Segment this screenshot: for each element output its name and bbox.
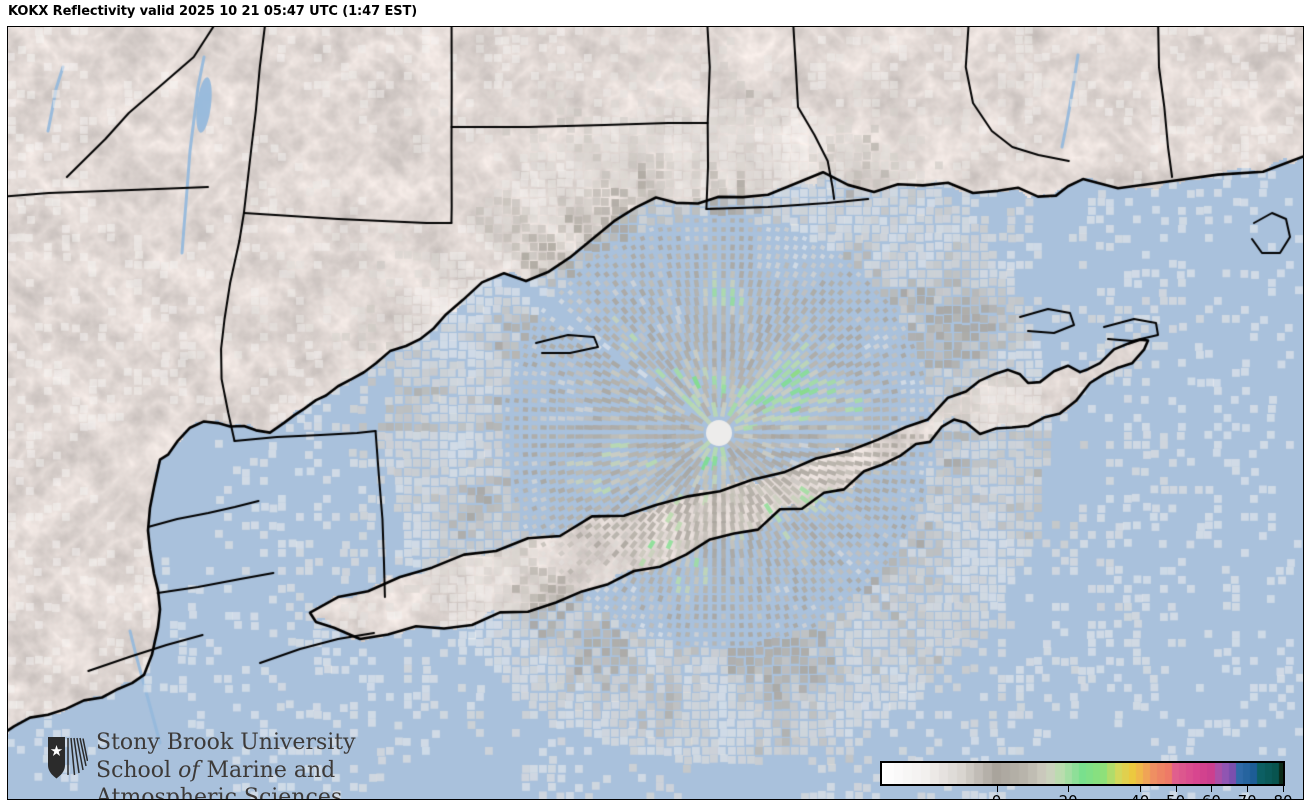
radar-map-frame[interactable]: 0 20 40 50 60 70 80 Stony Brook University Sch…: [7, 26, 1304, 800]
logo-line-2c: Marine and: [199, 757, 336, 783]
colorbar-tick-axis: 0 20 40 50 60 70 80: [880, 786, 1293, 799]
radar-map-canvas[interactable]: [8, 27, 1303, 799]
colorbar-tick: [1211, 786, 1213, 792]
logo-line-2: School of Marine and: [96, 757, 356, 785]
colorbar-tick-label: 60: [1202, 792, 1221, 799]
logo-line-2a: School: [96, 757, 179, 783]
title-bar: KOKX Reflectivity valid 2025 10 21 05:47…: [0, 0, 1316, 24]
page-title: KOKX Reflectivity valid 2025 10 21 05:47…: [8, 4, 418, 19]
colorbar-tick: [1068, 786, 1070, 792]
colorbar-tick: [1139, 786, 1141, 792]
colorbar-tick-label: 70: [1238, 792, 1257, 799]
colorbar-tick: [1283, 786, 1284, 792]
stony-brook-logo-text: Stony Brook University School of Marine …: [96, 729, 356, 800]
colorbar-tick: [996, 786, 998, 792]
colorbar-tick: [1247, 786, 1249, 792]
colorbar-tick-label: 50: [1166, 792, 1185, 799]
reflectivity-colorbar: 0 20 40 50 60 70 80: [880, 761, 1293, 799]
logo-line-1: Stony Brook University: [96, 730, 356, 755]
colorbar-tick-label: 40: [1130, 792, 1149, 799]
colorbar-gradient: [882, 763, 1283, 784]
colorbar-tick-label: 0: [992, 792, 1002, 799]
colorbar-tick: [1175, 786, 1177, 792]
colorbar-tick-label: 80: [1273, 792, 1292, 799]
stony-brook-shield-icon: [48, 737, 88, 779]
logo-line-2b: of: [178, 757, 200, 783]
stony-brook-logo: Stony Brook University School of Marine …: [46, 730, 356, 799]
logo-line-3: Atmospheric Sciences: [96, 785, 343, 800]
colorbar-tick-label: 20: [1059, 792, 1078, 799]
colorbar-gradient-box: [880, 761, 1285, 786]
